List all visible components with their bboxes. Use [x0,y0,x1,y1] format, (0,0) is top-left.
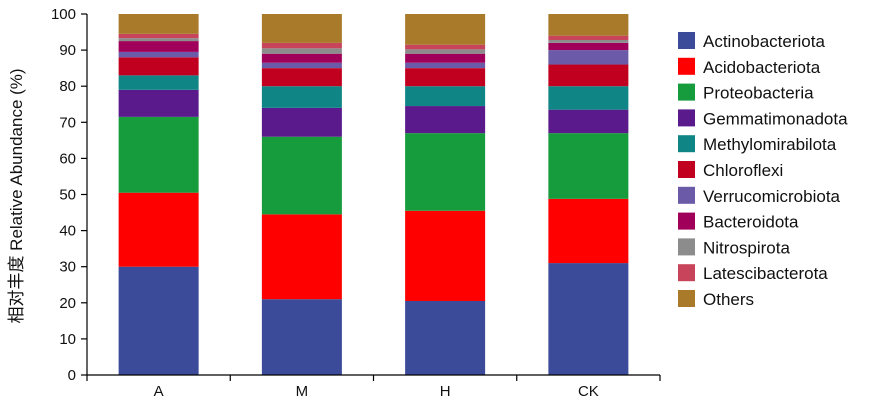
bar-segment-methylomirabilota-a [118,75,199,90]
x-ticks-group: A M H CK [86,375,661,400]
bar-segment-acidobacteriota-m [261,214,342,300]
bar-segment-actinobacteriota-m [261,299,342,375]
bar-segment-actinobacteriota-ck [548,263,629,375]
legend-label-methylomirabilota: Methylomirabilota [703,135,837,154]
bar-segment-chloroflexi-h [405,68,486,87]
y-tick-label: 90 [59,42,76,59]
legend-label-others: Others [703,290,754,309]
legend-swatch-methylomirabilota [678,135,695,153]
y-tick-label: 40 [59,223,76,240]
legend: Actinobacteriota Acidobacteriota Proteobac… [678,32,848,309]
y-tick-label: 100 [51,6,76,23]
legend-label-gemmatimonadota: Gemmatimonadota [703,109,848,128]
x-tick-label: M [296,383,309,400]
legend-swatch-chloroflexi [678,161,695,178]
bar-segment-proteobacteria-m [261,136,342,215]
legend-label-bacteroidota: Bacteroidota [703,213,799,232]
bar-segment-methylomirabilota-m [261,86,342,108]
bar-segment-proteobacteria-h [405,133,486,211]
y-tick-label: 60 [59,150,76,167]
legend-label-actinobacteriota: Actinobacteriota [703,32,825,51]
bar-segment-latescibacterota-a [118,33,199,39]
x-tick-label: A [154,383,164,400]
bar-segment-gemmatimonadota-h [405,106,486,134]
y-tick-label: 30 [59,259,76,276]
bar-segment-chloroflexi-a [118,57,199,76]
legend-swatch-bacteroidota [678,212,695,230]
legend-label-nitrospirota: Nitrospirota [703,238,790,257]
bar-segment-gemmatimonadota-m [261,107,342,137]
legend-swatch-acidobacteriota [678,57,695,75]
x-tick-label: CK [578,383,599,400]
bar-segment-verrucomicrobiota-m [261,62,342,69]
bar-segment-gemmatimonadota-ck [548,109,629,134]
y-tick-label: 0 [68,367,76,384]
legend-label-acidobacteriota: Acidobacteriota [703,58,821,77]
bar-segment-latescibacterota-ck [548,35,629,40]
legend-swatch-verrucomicrobiota [678,186,695,204]
bar-segment-others-h [405,14,486,45]
bar-segment-proteobacteria-a [118,116,199,193]
bar-segment-verrucomicrobiota-h [405,62,486,69]
bar-segment-verrucomicrobiota-a [118,51,199,58]
legend-swatch-others [678,290,695,307]
x-tick-label: H [440,383,451,400]
bar-segment-chloroflexi-m [261,68,342,87]
bar-segment-verrucomicrobiota-ck [548,50,629,65]
bar-segment-latescibacterota-h [405,44,486,50]
y-axis-title: 相对丰度 Relative Abundance (%) [7,68,26,323]
y-tick-label: 10 [59,331,76,348]
bar-segment-nitrospirota-ck [548,39,629,43]
bar-segment-acidobacteriota-h [405,210,486,301]
bar-segment-bacteroidota-a [118,41,199,52]
legend-swatch-latescibacterota [678,264,695,282]
y-tick-label: 70 [59,114,76,131]
legend-swatch-nitrospirota [678,238,695,256]
legend-swatch-actinobacteriota [678,32,695,49]
bar-segment-others-a [118,14,199,34]
y-ticks-group: 0 10 20 30 40 50 60 70 80 90 100 [51,6,87,384]
bar-segment-acidobacteriota-ck [548,198,629,264]
y-tick-label: 20 [59,295,76,312]
y-tick-label: 50 [59,187,76,204]
bar-segment-chloroflexi-ck [548,64,629,87]
bar-segment-nitrospirota-h [405,49,486,54]
bar-segment-acidobacteriota-a [118,192,199,267]
bar-segment-proteobacteria-ck [548,133,629,199]
bar-segment-latescibacterota-m [261,42,342,49]
bar-segment-nitrospirota-a [118,38,199,42]
bar-segment-actinobacteriota-a [118,266,199,375]
bar-segment-bacteroidota-m [261,53,342,63]
bar-segment-actinobacteriota-h [405,300,486,375]
bar-segment-bacteroidota-ck [548,42,629,51]
legend-swatch-proteobacteria [678,83,695,101]
bar-segment-methylomirabilota-ck [548,86,629,110]
bar-segment-methylomirabilota-h [405,86,486,107]
y-tick-label: 80 [59,78,76,95]
bar-segment-nitrospirota-m [261,48,342,54]
legend-swatch-gemmatimonadota [678,109,695,127]
legend-label-chloroflexi: Chloroflexi [703,161,783,180]
bar-segment-others-m [261,14,342,43]
bar-segment-bacteroidota-h [405,53,486,63]
bar-segment-gemmatimonadota-a [118,89,199,117]
legend-label-verrucomicrobiota: Verrucomicrobiota [703,187,841,206]
bars-group [118,14,629,375]
legend-label-proteobacteria: Proteobacteria [703,84,814,103]
bar-segment-others-ck [548,14,629,36]
legend-label-latescibacterota: Latescibacterota [703,264,828,283]
